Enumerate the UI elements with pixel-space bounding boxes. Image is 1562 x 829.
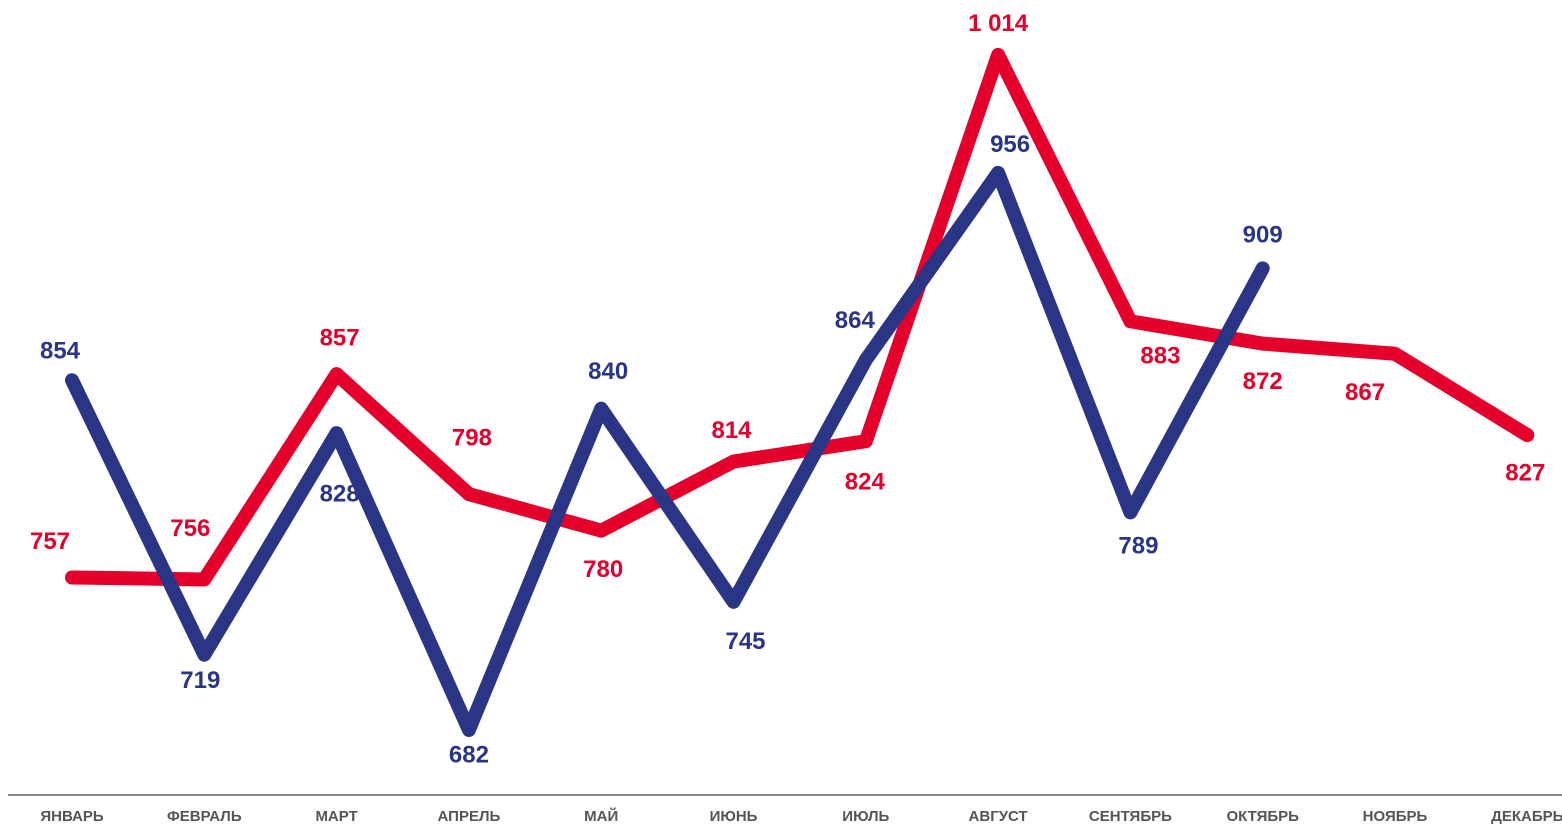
- data-label: 840: [588, 358, 628, 385]
- data-label: 864: [835, 307, 876, 334]
- data-label: 824: [845, 469, 886, 496]
- data-label: 1 014: [968, 10, 1029, 37]
- x-tick-label: МАЙ: [584, 807, 618, 825]
- data-label: 789: [1118, 533, 1158, 560]
- x-tick-label: АВГУСТ: [969, 808, 1028, 825]
- data-label: 867: [1345, 379, 1385, 406]
- data-label: 857: [320, 324, 360, 351]
- x-tick-label: ИЮНЬ: [710, 808, 758, 825]
- data-label: 757: [30, 528, 70, 555]
- data-label: 909: [1243, 222, 1283, 249]
- data-label: 719: [180, 667, 220, 694]
- x-tick-label: ФЕВРАЛЬ: [167, 808, 242, 825]
- data-label: 745: [725, 628, 765, 655]
- x-tick-label: ЯНВАРЬ: [40, 808, 104, 825]
- x-tick-label: ОКТЯБРЬ: [1226, 808, 1299, 825]
- data-label: 814: [711, 417, 752, 444]
- x-tick-label: ДЕКАБРЬ: [1491, 808, 1562, 825]
- data-label: 872: [1243, 368, 1283, 395]
- data-label: 780: [583, 556, 623, 583]
- data-label: 798: [452, 424, 492, 451]
- x-tick-label: НОЯБРЬ: [1363, 808, 1428, 825]
- x-tick-label: СЕНТЯБРЬ: [1089, 808, 1172, 825]
- data-label: 756: [170, 515, 210, 542]
- x-tick-label: АПРЕЛЬ: [438, 808, 501, 825]
- data-label: 828: [320, 480, 360, 507]
- series-line: [65, 165, 1270, 737]
- data-label: 682: [449, 741, 489, 768]
- data-label: 827: [1505, 459, 1545, 486]
- series-line: [65, 47, 1535, 587]
- data-label: 956: [990, 131, 1030, 158]
- data-label: 854: [40, 338, 81, 365]
- x-tick-label: МАРТ: [315, 808, 357, 825]
- data-label: 883: [1140, 343, 1180, 370]
- x-tick-label: ИЮЛЬ: [842, 808, 889, 825]
